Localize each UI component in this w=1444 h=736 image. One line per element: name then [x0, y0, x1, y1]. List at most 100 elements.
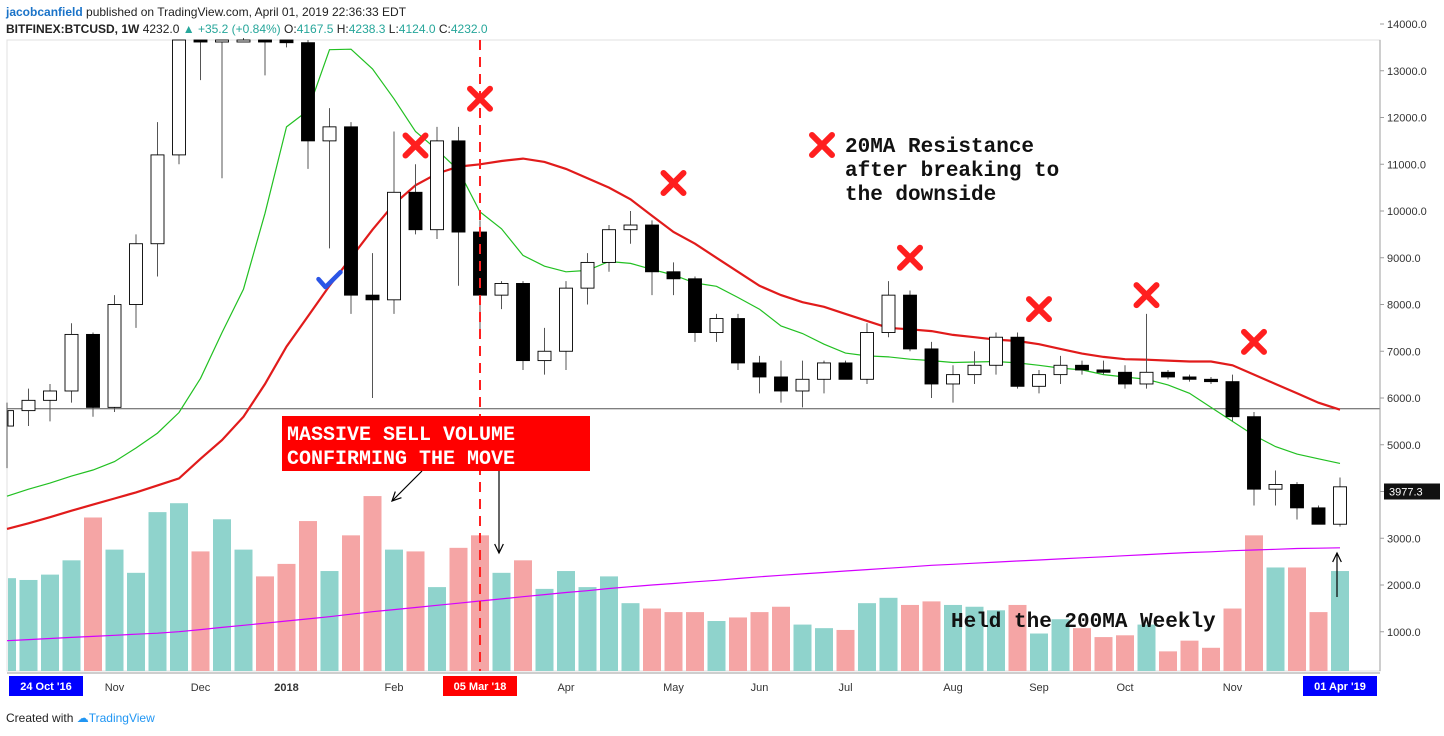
candle-body — [709, 318, 724, 333]
volume-bar — [191, 551, 210, 671]
low-value: 4124.0 — [398, 22, 436, 36]
moving-averages — [6, 48, 1380, 642]
volume-bar — [1245, 535, 1263, 671]
volume-bar — [385, 549, 403, 671]
date-tag — [1303, 676, 1377, 696]
volume-bar — [557, 571, 575, 671]
candle-body — [881, 294, 896, 333]
candle-body — [7, 410, 14, 427]
candle-body — [1032, 374, 1046, 387]
candle-body — [21, 399, 36, 412]
volume-bar — [944, 604, 962, 671]
time-tick-label: Nov — [105, 682, 125, 694]
resistance-cross-icon — [1241, 328, 1267, 355]
volume-bar — [729, 617, 747, 671]
candle-body — [516, 283, 530, 362]
volume-bar — [19, 579, 38, 671]
volume-bar — [1202, 647, 1220, 671]
author-link[interactable]: jacobcanfield — [6, 5, 83, 19]
candle-body — [86, 333, 100, 408]
volume-bar — [987, 610, 1005, 671]
candle-body — [1096, 369, 1111, 373]
chart-header-line2: BITFINEX:BTCUSD, 1W 4232.0 ▲ +35.2 (+0.8… — [6, 22, 488, 36]
axes: 1000.02000.03000.04000.05000.06000.07000… — [7, 19, 1440, 696]
close-label: C: — [438, 22, 451, 36]
volume-bar — [600, 576, 618, 671]
volume-bar — [492, 572, 511, 671]
candle-body — [774, 376, 788, 392]
volume-bar — [664, 612, 683, 671]
volume-bar — [815, 628, 833, 671]
candle-body — [129, 243, 143, 305]
price-tick-label: 2000.0 — [1387, 580, 1421, 592]
candle-body — [236, 39, 251, 43]
candle-body — [1311, 507, 1326, 525]
candle-body — [1247, 416, 1261, 490]
volume-bar — [84, 517, 102, 671]
candle-body — [451, 140, 466, 233]
candle-body — [258, 39, 272, 43]
last-price-tag-text: 3977.3 — [1389, 487, 1423, 499]
candle-body — [322, 126, 337, 142]
candle-body — [817, 362, 831, 380]
volume-bar — [621, 603, 640, 671]
symbol-label[interactable]: BITFINEX:BTCUSD, 1W — [6, 22, 140, 36]
date-tag — [9, 676, 83, 696]
volume-bar — [965, 606, 984, 671]
check-icon — [316, 269, 343, 290]
candles — [6, 38, 1347, 527]
volume-bar — [449, 547, 468, 671]
ma50-line — [6, 157, 1341, 530]
legend-cross-icon — [809, 132, 835, 158]
last-price: 4232.0 — [142, 22, 180, 36]
candle-body — [752, 362, 767, 378]
tradingview-brand[interactable]: TradingView — [88, 711, 155, 725]
volume-bar — [406, 551, 425, 671]
candle-body — [1204, 378, 1218, 383]
price-tick-label: 10000.0 — [1387, 206, 1427, 218]
candle-body — [279, 39, 294, 44]
date-tag — [443, 676, 517, 696]
time-tick-label: Nov — [1223, 682, 1243, 694]
resistance-cross-icon — [467, 85, 493, 112]
volume-bar — [363, 496, 382, 671]
volume-bar — [686, 612, 704, 671]
date-tag-text: 24 Oct '16 — [20, 681, 72, 693]
volume-bar — [62, 560, 81, 671]
candle-body — [1118, 371, 1132, 385]
volume-bar — [234, 549, 253, 671]
high-value: 4238.3 — [348, 22, 386, 36]
time-tick-label: Sep — [1029, 682, 1049, 694]
candle-body — [107, 304, 122, 408]
candle-body — [64, 333, 79, 392]
volume-bar — [1180, 640, 1199, 671]
resistance-note-line: the downside — [845, 184, 996, 207]
volume-bar — [127, 572, 145, 671]
candle-body — [645, 224, 659, 273]
volume-bar — [170, 503, 188, 671]
candle-body — [1290, 484, 1304, 509]
volume-bar — [213, 519, 231, 671]
volume-bar — [901, 604, 919, 671]
candle-body — [602, 229, 616, 263]
candle-body — [946, 374, 960, 385]
volume-bar — [858, 603, 876, 671]
resistance-cross-icon — [1026, 296, 1052, 323]
time-tick-label: Dec — [191, 682, 211, 694]
candle-body — [1053, 364, 1068, 376]
candle-body — [838, 362, 853, 380]
time-tick-label: Jul — [838, 682, 852, 694]
time-tick-label: Apr — [557, 682, 574, 694]
volume-bar — [1051, 619, 1070, 671]
price-tick-label: 5000.0 — [1387, 440, 1421, 452]
volume-bar — [1223, 608, 1242, 671]
volume-bar — [1030, 633, 1048, 671]
high-label: H: — [336, 22, 349, 36]
volume-bar — [836, 629, 855, 671]
held-200ma-note: Held the 200MA Weekly — [951, 611, 1216, 634]
time-tick-label: 2018 — [274, 682, 298, 694]
open-label: O: — [284, 22, 297, 36]
volume-bar — [772, 606, 790, 671]
